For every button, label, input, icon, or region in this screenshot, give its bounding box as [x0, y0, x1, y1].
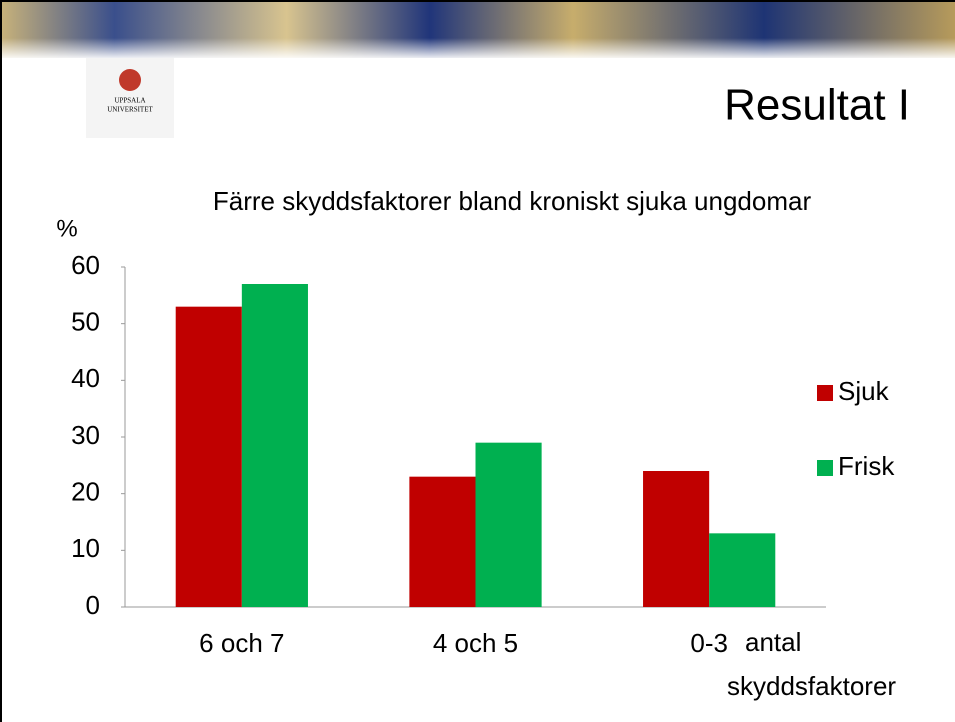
legend-swatch	[817, 385, 833, 401]
bar	[643, 471, 710, 607]
x-axis-label: antal skyddsfaktorer	[727, 627, 897, 701]
slide-title: Resultat I	[724, 81, 910, 130]
y-tick-label: 0	[86, 590, 100, 620]
logo-text: UNIVERSITET	[107, 106, 153, 114]
legend-label: Frisk	[838, 451, 895, 481]
banner-fade	[0, 38, 955, 60]
y-tick-label: 50	[71, 307, 100, 337]
legend-label: Sjuk	[838, 376, 890, 406]
legend-swatch	[817, 460, 833, 476]
y-tick-label: 30	[71, 420, 100, 450]
y-tick-label: 60	[71, 250, 100, 280]
bar	[709, 533, 776, 607]
chart-title: Färre skyddsfaktorer bland kroniskt sjuk…	[213, 186, 812, 216]
bar	[409, 476, 476, 607]
bar	[475, 442, 542, 607]
x-tick-label: 4 och 5	[433, 628, 518, 658]
y-tick-label: 10	[71, 533, 100, 563]
bar	[175, 306, 242, 607]
logo-seal	[119, 69, 141, 91]
y-tick-label: 40	[71, 363, 100, 393]
y-axis-label: %	[56, 215, 77, 242]
x-tick-label: 6 och 7	[199, 628, 284, 658]
bar	[241, 284, 308, 607]
y-tick-label: 20	[71, 477, 100, 507]
x-tick-label: 0-3	[690, 628, 728, 658]
logo-text: UPPSALA	[114, 97, 145, 105]
